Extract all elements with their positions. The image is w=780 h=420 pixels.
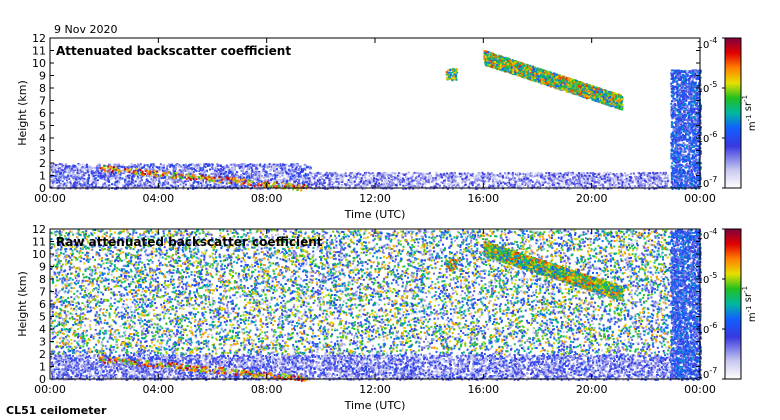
y-tick-label: 4 <box>39 132 46 145</box>
backscatter-panel: Attenuated backscatter coefficient012345… <box>16 32 758 221</box>
y-tick-label: 9 <box>39 261 46 274</box>
y-tick-label: 4 <box>39 323 46 336</box>
y-tick-label: 1 <box>39 170 46 183</box>
y-tick-label: 7 <box>39 286 46 299</box>
panel-title: Raw attenuated backscatter coefficient <box>56 235 323 249</box>
y-tick-label: 10 <box>32 248 46 261</box>
x-tick-label: 00:00 <box>34 192 66 205</box>
y-tick-label: 6 <box>39 107 46 120</box>
y-tick-label: 2 <box>39 157 46 170</box>
y-tick-label: 7 <box>39 95 46 108</box>
y-tick-label: 9 <box>39 70 46 83</box>
x-axis-label: Time (UTC) <box>344 399 406 412</box>
x-tick-label: 00:00 <box>684 383 716 396</box>
x-tick-label: 08:00 <box>251 192 283 205</box>
y-tick-label: 5 <box>39 311 46 324</box>
instrument-label: CL51 ceilometer <box>6 404 107 417</box>
x-tick-label: 00:00 <box>684 192 716 205</box>
x-tick-label: 04:00 <box>142 383 174 396</box>
x-tick-label: 12:00 <box>359 192 391 205</box>
x-tick-label: 12:00 <box>359 383 391 396</box>
y-tick-label: 5 <box>39 120 46 133</box>
y-tick-label: 10 <box>32 57 46 70</box>
ceilometer-figure: 9 Nov 2020 Attenuated backscatter coeffi… <box>0 0 780 420</box>
feature-aerosol <box>310 172 669 190</box>
x-tick-label: 20:00 <box>576 192 608 205</box>
colorbar-label: m-1 sr-1 <box>741 95 758 131</box>
x-tick-label: 16:00 <box>467 383 499 396</box>
y-tick-label: 3 <box>39 336 46 349</box>
feature-cirrus <box>446 68 459 81</box>
y-tick-label: 3 <box>39 145 46 158</box>
y-tick-label: 12 <box>32 32 46 45</box>
y-tick-label: 2 <box>39 348 46 361</box>
raw-backscatter-panel: Raw attenuated backscatter coefficient01… <box>16 223 758 412</box>
y-tick-label: 1 <box>39 361 46 374</box>
date-label: 9 Nov 2020 <box>54 23 117 36</box>
y-axis-label: Height (km) <box>16 80 29 146</box>
y-axis-label: Height (km) <box>16 271 29 337</box>
x-axis-label: Time (UTC) <box>344 208 406 221</box>
x-tick-label: 16:00 <box>467 192 499 205</box>
x-tick-label: 08:00 <box>251 383 283 396</box>
y-tick-label: 6 <box>39 298 46 311</box>
y-tick-label: 8 <box>39 273 46 286</box>
colorbar-label: m-1 sr-1 <box>741 286 758 322</box>
x-tick-label: 20:00 <box>576 383 608 396</box>
x-tick-label: 04:00 <box>142 192 174 205</box>
y-tick-label: 8 <box>39 82 46 95</box>
colorbar <box>725 38 741 188</box>
colorbar <box>725 229 741 379</box>
y-tick-label: 12 <box>32 223 46 236</box>
y-tick-label: 11 <box>32 236 46 249</box>
y-tick-label: 11 <box>32 45 46 58</box>
panel-title: Attenuated backscatter coefficient <box>56 44 291 58</box>
x-tick-label: 00:00 <box>34 383 66 396</box>
